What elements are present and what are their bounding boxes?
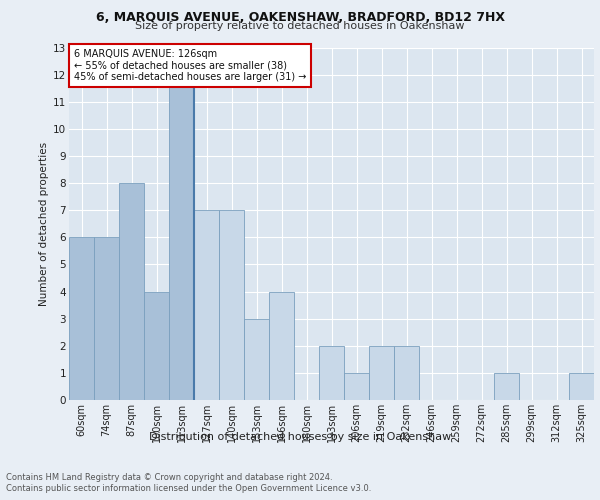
Bar — [569, 373, 594, 400]
Bar — [344, 373, 369, 400]
Bar — [144, 292, 169, 400]
Bar — [169, 74, 194, 400]
Bar — [394, 346, 419, 400]
Bar — [194, 210, 219, 400]
Bar — [119, 183, 144, 400]
Y-axis label: Number of detached properties: Number of detached properties — [39, 142, 49, 306]
Text: 6 MARQUIS AVENUE: 126sqm
← 55% of detached houses are smaller (38)
45% of semi-d: 6 MARQUIS AVENUE: 126sqm ← 55% of detach… — [74, 50, 307, 82]
Text: Contains public sector information licensed under the Open Government Licence v3: Contains public sector information licen… — [6, 484, 371, 493]
Bar — [69, 238, 94, 400]
Text: Size of property relative to detached houses in Oakenshaw: Size of property relative to detached ho… — [135, 21, 465, 31]
Text: Contains HM Land Registry data © Crown copyright and database right 2024.: Contains HM Land Registry data © Crown c… — [6, 472, 332, 482]
Bar — [94, 238, 119, 400]
Text: 6, MARQUIS AVENUE, OAKENSHAW, BRADFORD, BD12 7HX: 6, MARQUIS AVENUE, OAKENSHAW, BRADFORD, … — [95, 11, 505, 24]
Bar — [244, 318, 269, 400]
Bar — [219, 210, 244, 400]
Bar — [319, 346, 344, 400]
Bar — [269, 292, 294, 400]
Text: Distribution of detached houses by size in Oakenshaw: Distribution of detached houses by size … — [149, 432, 451, 442]
Bar — [369, 346, 394, 400]
Bar — [494, 373, 519, 400]
